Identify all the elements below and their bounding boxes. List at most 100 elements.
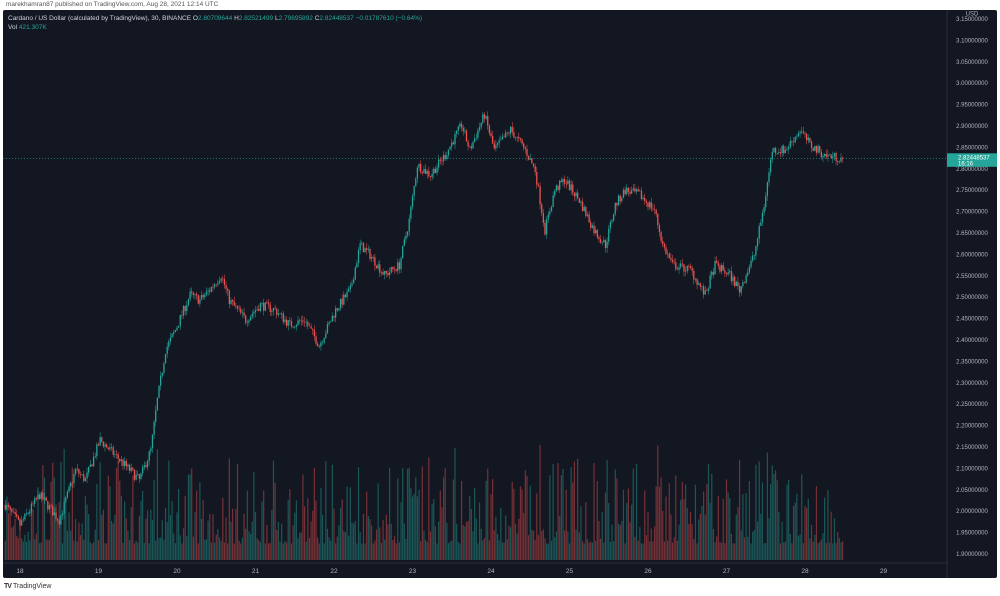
volume-bar [305,541,307,560]
candle-body [9,506,11,509]
candle-body [794,136,796,143]
time-tick-label: 26 [644,568,652,575]
volume-bar [271,509,273,560]
candle-body [326,323,329,334]
volume-bar [716,536,718,560]
candle-body [608,228,610,242]
candle-body [588,214,590,223]
candle-body [377,264,379,269]
volume-bar [810,524,813,560]
volume-bar [364,543,366,560]
candle-body [534,165,536,172]
volume-bar [750,543,752,560]
volume-bar [308,538,311,560]
candle-body [259,303,262,312]
volume-bar [421,466,423,560]
candle-body [315,336,317,344]
candle-body [86,472,88,479]
candle-body [135,474,137,480]
price-tick-label: 2.50000000 [956,295,988,301]
volume-bar [256,538,258,560]
volume-bar [106,543,108,560]
candle-body [115,454,118,455]
price-tick-label: 2.60000000 [956,252,988,258]
candle-body [32,503,34,505]
volume-bar [676,540,679,560]
price-change: −0.01787610 (−0.64%) [355,15,423,22]
candle-body [264,302,266,311]
volume-bar [464,526,466,560]
volume-bar [145,518,147,560]
candle-body [351,283,353,286]
ohlc-low: L2.79895892 [274,15,313,22]
candle-body [650,202,652,209]
candle-body [470,146,473,149]
volume-bar [194,512,196,560]
volume-bar [307,498,309,560]
volume-bar [410,487,412,560]
volume-bar [155,540,157,560]
volume-bar [562,468,564,560]
volume-bar [241,537,244,560]
volume-bar [349,487,351,560]
candle-body [642,198,644,199]
candle-body [11,508,13,512]
volume-bar [384,539,386,560]
volume-bar [45,539,47,560]
candle-body [727,272,729,275]
candle-body [243,312,245,316]
volume-bar [670,514,672,560]
candle-body [817,146,819,153]
volume-bar [832,543,834,560]
volume-bar [353,523,355,560]
candle-body [122,459,124,466]
volume-bar [380,543,383,560]
candle-body [815,145,818,153]
candle-body [65,497,67,502]
volume-bar [354,520,356,560]
volume-bar [228,458,230,560]
volume-bar [652,541,654,560]
volume-bar [505,515,507,560]
tradingview-logo[interactable]: TV TradingView [4,583,51,590]
candle-body [282,313,284,322]
volume-bar [84,496,87,560]
candle-body [570,184,572,191]
candle-body [88,466,90,473]
volume-bar [315,500,317,560]
volume-bar [30,508,33,560]
volume-bar [555,531,558,560]
candle-body [199,299,201,304]
price-tick-label: 3.00000000 [956,81,988,87]
candle-body [299,320,301,322]
candle-body [671,259,674,262]
candle-body [774,147,777,154]
candle-body [526,149,528,157]
candle-body [689,265,692,268]
volume-bar [37,487,39,560]
volume-bar [377,483,379,560]
candle-body [624,189,626,195]
volume-bar [725,479,728,560]
candle-body [313,329,316,337]
price-tick-label: 3.05000000 [956,60,988,66]
candle-body [362,242,365,253]
candle-body [655,209,657,214]
volume-bar [516,533,518,560]
candle-body [117,454,119,459]
candle-body [369,248,371,259]
candle-body [704,290,706,295]
volume-bar [616,478,618,560]
volume-bar [771,465,773,560]
candle-body [169,337,172,342]
volume-bar [835,542,837,560]
chart-panel[interactable] [3,10,997,578]
candle-body [802,131,805,133]
volume-bar [451,540,453,560]
candle-body [606,241,608,248]
candle-body [189,291,191,300]
candle-body [765,195,767,208]
symbol-title[interactable]: Cardano / US Dollar (calculated by Tradi… [8,15,192,22]
candle-body [626,187,628,195]
